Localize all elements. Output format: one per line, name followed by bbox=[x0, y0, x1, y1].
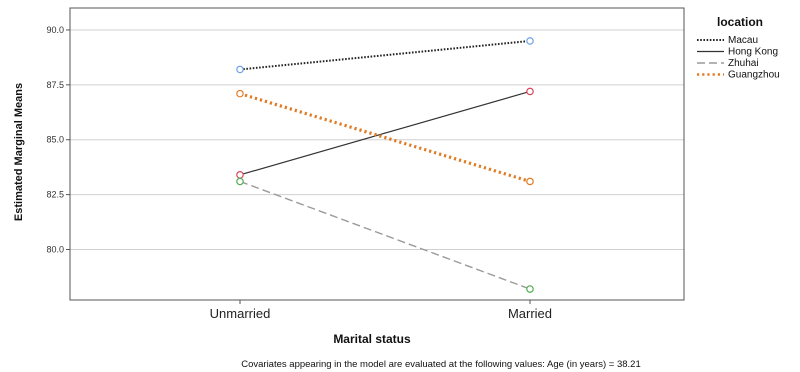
y-axis-ticks: 80.0 82.5 85.0 87.5 90.0 bbox=[46, 25, 70, 255]
data-point-hong-kong bbox=[526, 87, 534, 96]
y-tick-label: 87.5 bbox=[46, 80, 64, 90]
y-axis-title: Estimated Marginal Means bbox=[13, 83, 25, 221]
x-axis-title: Marital status bbox=[333, 332, 411, 346]
y-tick-label: 82.5 bbox=[46, 190, 64, 200]
x-tick-label: Unmarried bbox=[210, 306, 271, 321]
x-tick-label: Married bbox=[508, 306, 552, 321]
x-axis-ticks: Unmarried Married bbox=[210, 300, 552, 321]
data-point-zhuhai bbox=[526, 285, 534, 293]
data-point-hong-kong bbox=[236, 171, 244, 179]
data-point-zhuhai bbox=[236, 177, 244, 186]
y-tick-label: 80.0 bbox=[46, 245, 64, 255]
legend-label-guangzhou: Guangzhou bbox=[728, 70, 780, 81]
series-line-hong-kong bbox=[239, 90, 531, 176]
legend-label-macau: Macau bbox=[728, 35, 758, 46]
plot-frame bbox=[69, 7, 685, 301]
legend-label-hong-kong: Hong Kong bbox=[728, 47, 778, 58]
legend-title: location bbox=[717, 15, 763, 29]
data-point-guangzhou bbox=[526, 177, 534, 186]
y-tick-label: 90.0 bbox=[46, 25, 64, 35]
data-point-macau bbox=[236, 65, 244, 74]
series-line-macau bbox=[239, 39, 531, 71]
data-point-guangzhou bbox=[236, 89, 244, 98]
series-line-zhuhai bbox=[239, 180, 531, 290]
y-tick-label: 85.0 bbox=[46, 135, 64, 145]
legend-label-zhuhai: Zhuhai bbox=[728, 58, 759, 69]
series-line-guangzhou bbox=[239, 92, 531, 183]
data-point-macau bbox=[526, 37, 534, 45]
grid-lines bbox=[70, 29, 684, 251]
axes bbox=[69, 7, 685, 301]
covariate-footnote: Covariates appearing in the model are ev… bbox=[241, 359, 641, 370]
series-markers bbox=[236, 37, 534, 293]
series-lines bbox=[239, 39, 531, 290]
